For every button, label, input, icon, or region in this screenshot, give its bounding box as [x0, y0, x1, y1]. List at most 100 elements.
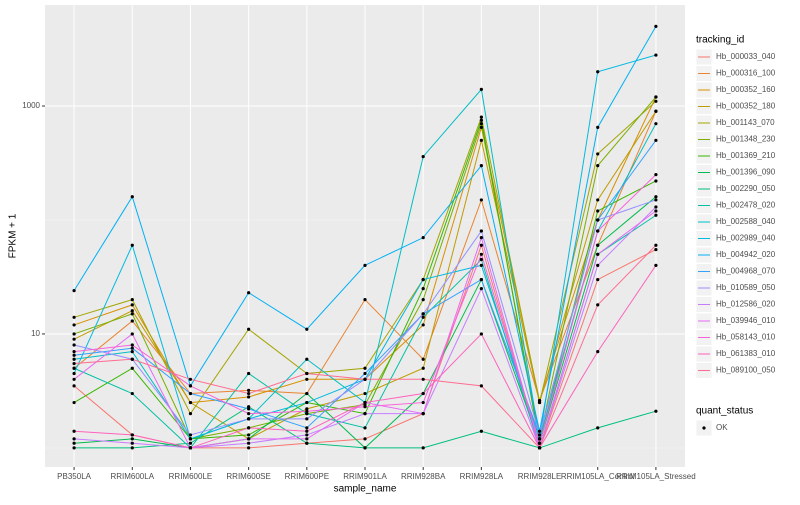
x-tick-label: RRIM600SE — [226, 472, 270, 481]
y-axis-title: FPKM + 1 — [8, 213, 19, 258]
point — [654, 53, 658, 57]
point — [363, 437, 367, 441]
point — [130, 303, 134, 307]
point — [596, 218, 600, 222]
point — [188, 441, 193, 445]
point — [654, 195, 658, 199]
point — [421, 315, 425, 319]
point — [654, 24, 658, 28]
legend-label: Hb_004942_020 — [716, 250, 776, 259]
point — [654, 122, 658, 126]
legend-label: Hb_001369_210 — [716, 151, 776, 160]
point — [72, 437, 76, 441]
point — [479, 164, 483, 168]
point — [130, 346, 134, 350]
point — [72, 446, 76, 450]
point — [247, 417, 251, 421]
legend-swatch — [702, 426, 706, 430]
point — [130, 366, 134, 370]
point — [188, 412, 193, 416]
point — [421, 312, 425, 316]
point — [596, 152, 600, 156]
x-axis-title: sample_name — [334, 484, 397, 495]
point — [72, 332, 76, 336]
point — [596, 209, 600, 213]
legend-label: Hb_000352_160 — [716, 85, 776, 94]
legend-label: Hb_002989_040 — [716, 234, 776, 243]
legend-title: quant_status — [696, 406, 753, 417]
point — [72, 377, 76, 381]
legend-label: Hb_012586_020 — [716, 300, 776, 309]
point — [596, 426, 600, 430]
y-tick-label: 10 — [31, 329, 40, 338]
point — [654, 409, 658, 413]
point — [305, 429, 309, 433]
point — [479, 332, 483, 336]
point — [305, 437, 309, 441]
legend-label: Hb_010589_050 — [716, 283, 776, 292]
point — [72, 400, 76, 405]
point — [596, 198, 600, 202]
point — [363, 263, 367, 267]
point — [421, 236, 425, 240]
legend-label: Hb_039946_010 — [716, 316, 776, 325]
point — [537, 433, 542, 437]
point — [363, 298, 367, 302]
point — [72, 289, 76, 293]
point — [654, 109, 658, 113]
point — [247, 433, 251, 437]
point — [479, 138, 483, 142]
point — [363, 371, 367, 376]
point — [654, 247, 658, 252]
y-tick-label: 1000 — [22, 101, 40, 110]
point — [479, 229, 483, 233]
point — [363, 400, 367, 405]
point — [130, 343, 134, 347]
point — [654, 263, 658, 267]
legend-label: Hb_000033_040 — [716, 52, 776, 61]
x-tick-label: RRIM105LA_Stressed — [616, 472, 696, 481]
point — [305, 391, 309, 396]
point — [421, 400, 425, 405]
point — [654, 99, 658, 103]
point — [596, 125, 600, 129]
x-tick-label: RRIM901LA — [343, 472, 387, 481]
legend-label: Hb_061383_010 — [716, 349, 776, 358]
point — [72, 441, 76, 445]
point — [247, 327, 251, 331]
point — [188, 437, 193, 441]
legend-label: Hb_000316_100 — [716, 69, 776, 78]
point — [479, 429, 483, 433]
point — [421, 323, 425, 327]
point — [421, 412, 425, 416]
x-tick-label: PB350LA — [57, 472, 91, 481]
point — [537, 446, 542, 450]
point — [188, 391, 193, 396]
point — [479, 277, 483, 282]
point — [479, 87, 483, 91]
point — [363, 426, 367, 430]
point — [479, 125, 483, 129]
point — [654, 173, 658, 177]
point — [247, 446, 251, 450]
point — [247, 437, 251, 441]
point — [305, 407, 309, 411]
point — [479, 257, 483, 262]
point — [654, 138, 658, 142]
point — [247, 426, 251, 430]
point — [130, 446, 134, 450]
legend-label: Hb_002290_050 — [716, 184, 776, 193]
legend-label: Hb_089100_050 — [716, 366, 776, 375]
point — [130, 312, 134, 316]
point — [479, 198, 483, 202]
point — [72, 361, 76, 366]
point — [479, 263, 483, 267]
point — [596, 229, 600, 233]
point — [654, 209, 658, 213]
point — [130, 319, 134, 323]
point — [247, 391, 251, 396]
legend-label: Hb_058143_010 — [716, 333, 776, 342]
point — [305, 426, 309, 430]
point — [596, 263, 600, 267]
point — [363, 391, 367, 396]
